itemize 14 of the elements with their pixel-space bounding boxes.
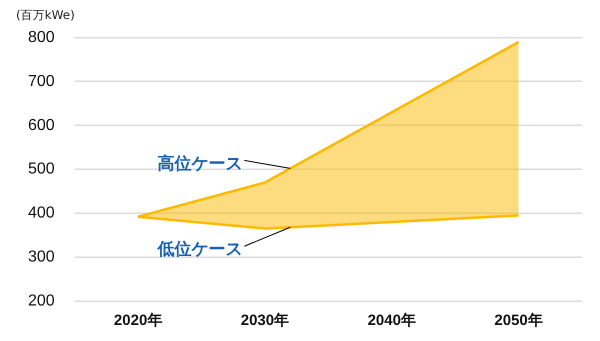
y-axis-title: (百万kWe) bbox=[16, 8, 75, 22]
x-tick-label: 2020年 bbox=[114, 312, 162, 330]
x-tick-label: 2050年 bbox=[494, 312, 543, 330]
y-tick-label: 500 bbox=[28, 160, 55, 178]
y-tick-label: 200 bbox=[28, 292, 55, 310]
series-label: 高位ケース bbox=[157, 154, 242, 174]
x-tick-label: 2030年 bbox=[240, 312, 290, 330]
y-tick-label: 800 bbox=[28, 29, 55, 46]
series-label: 低位ケース bbox=[156, 240, 242, 260]
y-tick-label: 400 bbox=[28, 204, 55, 222]
y-tick-label: 300 bbox=[28, 248, 55, 266]
x-tick-label: 2040年 bbox=[368, 312, 416, 330]
y-tick-label: 600 bbox=[28, 116, 55, 134]
y-tick-label: 700 bbox=[28, 72, 55, 90]
